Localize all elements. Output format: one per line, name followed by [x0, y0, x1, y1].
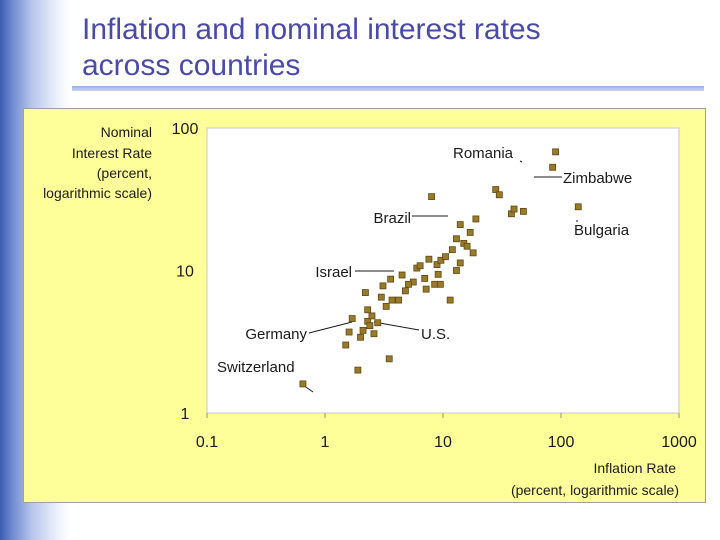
data-point [385, 355, 393, 363]
data-point [377, 293, 385, 301]
leader-line [519, 160, 523, 163]
country-label: Brazil [373, 210, 411, 227]
data-point [549, 163, 557, 171]
data-point [422, 285, 430, 293]
y-tick-label: 1 [181, 406, 190, 423]
data-point [357, 333, 364, 341]
data-point [421, 275, 429, 282]
data-point [436, 280, 444, 288]
data-point [453, 235, 460, 243]
y-tick-label: 10 [176, 264, 194, 281]
x-tick-label: 1000 [661, 434, 697, 451]
data-point [354, 366, 362, 374]
slide-title-line-1: Inflation and nominal interest rates [82, 13, 541, 46]
data-point [552, 148, 560, 156]
data-point [456, 259, 464, 267]
x-axis-subtitle: (percent, logarithmic scale) [511, 482, 679, 498]
data-point [437, 256, 445, 264]
y-axis-subtitle-line: logarithmic scale) [43, 185, 152, 201]
data-point [425, 255, 433, 263]
data-point [405, 280, 412, 288]
data-point [472, 215, 480, 223]
data-point [433, 261, 441, 269]
slide-title: Inflation and nominal interest rates acr… [82, 12, 702, 84]
data-point [401, 287, 409, 295]
plot-area [206, 127, 680, 414]
data-point [368, 312, 376, 320]
data-point [299, 380, 307, 388]
y-axis-subtitle-line: (percent, [97, 165, 152, 181]
data-point [428, 193, 435, 201]
leader-line [308, 321, 353, 334]
data-point [395, 296, 402, 304]
y-axis-title-line: Interest Rate [72, 145, 152, 161]
country-label: Israel [315, 264, 352, 281]
data-point [388, 296, 396, 304]
data-point [510, 205, 518, 213]
data-point [370, 330, 378, 338]
data-point [374, 319, 382, 327]
country-label: Zimbabwe [563, 170, 632, 187]
data-point [469, 249, 477, 257]
x-axis-title: Inflation Rate [594, 460, 677, 476]
y-tick-label: 100 [172, 121, 199, 138]
country-label: Germany [245, 326, 307, 343]
data-point [434, 270, 442, 278]
data-point [453, 267, 460, 274]
data-point [442, 253, 449, 261]
data-point [448, 246, 456, 254]
leader-line [373, 321, 420, 331]
x-tick-label: 0.1 [196, 434, 218, 451]
data-point [492, 186, 500, 193]
slide-title-line-2: across countries [82, 49, 301, 82]
country-label: Romania [453, 145, 514, 162]
data-point [348, 315, 356, 322]
data-point [379, 282, 387, 290]
data-point [416, 262, 424, 270]
data-point [574, 203, 582, 211]
x-tick-label: 1 [321, 434, 330, 451]
data-point [466, 229, 474, 236]
data-point [366, 322, 374, 330]
x-tick-label: 10 [434, 434, 452, 451]
data-point [519, 207, 527, 215]
data-point [463, 242, 471, 250]
country-label: U.S. [421, 326, 450, 343]
data-point [359, 326, 367, 334]
data-point [456, 221, 464, 228]
data-point [342, 341, 350, 349]
x-tick-label: 100 [548, 434, 575, 451]
data-point [364, 306, 372, 314]
data-point [431, 280, 439, 288]
data-point [382, 302, 390, 310]
data-point [362, 289, 369, 296]
country-label: Switzerland [217, 359, 295, 376]
country-label: Bulgaria [574, 222, 630, 239]
data-point [446, 296, 454, 304]
data-point [345, 328, 353, 336]
data-point [387, 275, 395, 283]
data-point [398, 271, 406, 279]
title-underline [72, 86, 704, 91]
y-axis-title-line: Nominal [101, 124, 152, 140]
data-point [495, 191, 503, 199]
